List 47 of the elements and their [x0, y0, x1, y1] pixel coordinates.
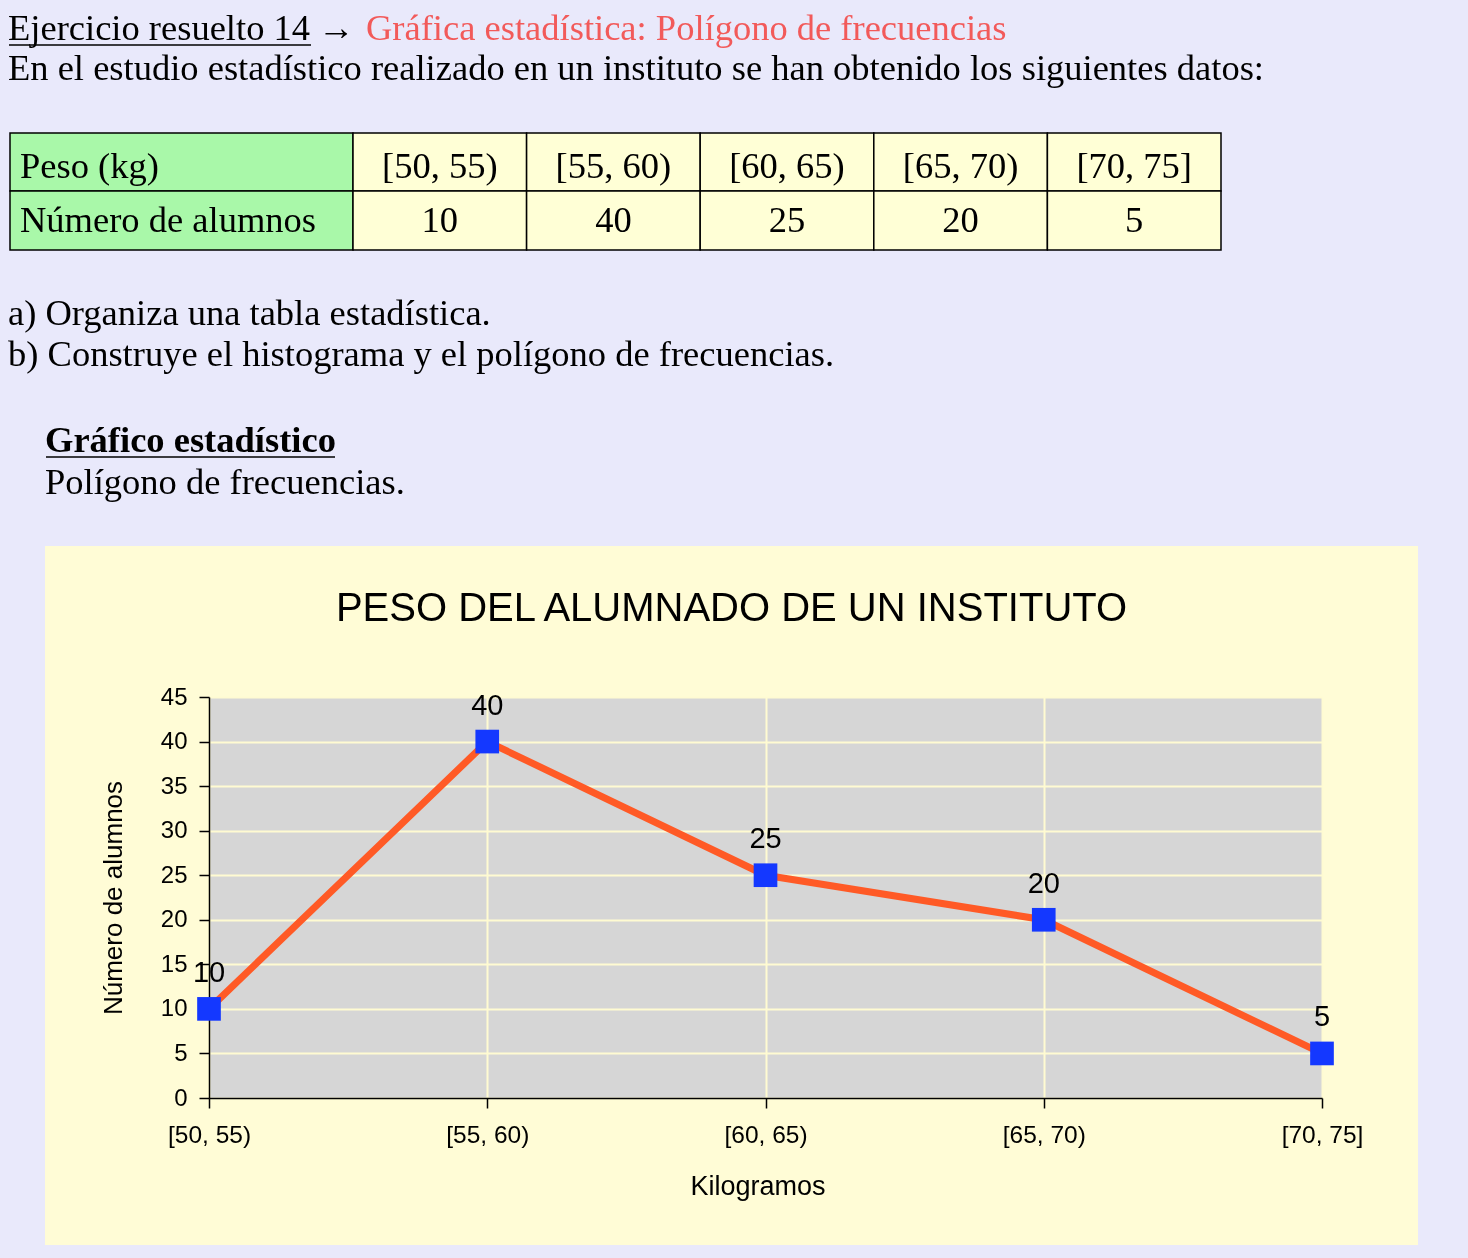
data-label: 5 [1313, 1000, 1331, 1033]
y-tick-label: 30 [160, 816, 188, 844]
y-axis-title: Número de alumnos [97, 780, 128, 1016]
y-tick-label: 15 [160, 949, 188, 977]
text: Número de alumnos [20, 199, 316, 240]
x-tick-label: [55, 60) [446, 1120, 530, 1148]
y-tick-label: 5 [174, 1038, 188, 1066]
text: Peso (kg) [20, 145, 159, 186]
y-tick-label: 40 [160, 727, 188, 755]
text: Gráfica estadística: Polígono de frecuencias [366, 7, 1007, 48]
category-label: [50, 55) [382, 145, 498, 186]
data-label: 5 [1125, 199, 1144, 240]
chart-title: PESO DEL ALUMNADO DE UN INSTITUTO [335, 585, 1128, 629]
text: a) Organiza una tabla estadística. [8, 292, 491, 333]
x-tick-label: [50, 55) [167, 1120, 252, 1148]
text: Polígono de frecuencias. [45, 461, 405, 502]
y-tick-label: 45 [160, 682, 188, 710]
x-tick-label: [60, 65) [724, 1120, 808, 1148]
y-tick-label: 25 [160, 860, 188, 888]
data-label: 40 [595, 199, 632, 240]
y-tick-label: 0 [174, 1083, 188, 1111]
point [1310, 1041, 1334, 1066]
text: Ejercicio resuelto 14 [8, 7, 311, 48]
x-tick-label: [70, 75] [1281, 1120, 1364, 1148]
category-label: [65, 70) [902, 145, 1019, 186]
category-label: [60, 65) [729, 145, 845, 186]
data-label: 20 [1027, 866, 1060, 899]
category-label: [55, 60) [555, 145, 672, 186]
point [197, 997, 221, 1021]
text: b) Construye el histograma y el polígono de frecuencias. [8, 333, 835, 374]
text: → [318, 7, 355, 48]
y-tick-label: 20 [160, 905, 188, 933]
data-label: 40 [471, 688, 504, 721]
y-tick-label: 35 [160, 771, 188, 799]
data-label: 10 [421, 199, 459, 240]
data-label: 25 [768, 199, 806, 240]
data-label: 20 [942, 199, 979, 240]
text: Gráfico estadístico [45, 419, 336, 460]
data-label: 25 [749, 822, 782, 855]
category-label: [70, 75] [1076, 145, 1192, 186]
x-axis-title: Kilogramos [690, 1171, 826, 1201]
point [475, 729, 500, 754]
point [753, 863, 778, 888]
x-tick-label: [65, 70) [1002, 1120, 1086, 1148]
text: En el estudio estadístico realizado en un instituto se han obtenido los siguientes datos: [8, 47, 1264, 88]
y-tick-label: 10 [160, 994, 188, 1022]
point [1031, 907, 1056, 932]
